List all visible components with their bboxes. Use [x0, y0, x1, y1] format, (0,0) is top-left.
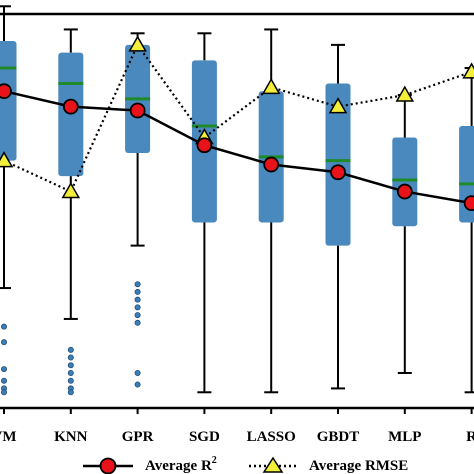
legend-rmse-marker	[262, 456, 284, 473]
outlier-point	[134, 288, 141, 295]
x-tick-label: KNN	[54, 429, 88, 445]
outlier-point	[67, 362, 74, 369]
x-tick-label: GBDT	[317, 429, 360, 445]
outlier-point	[134, 312, 141, 319]
outlier-point	[1, 339, 7, 346]
r2-point	[330, 164, 346, 181]
r2-point	[0, 83, 12, 100]
rmse-point	[128, 35, 147, 52]
legend-rmse-label: Average RMSE	[309, 458, 408, 474]
legend-r2-marker	[99, 457, 117, 474]
outlier-point	[67, 346, 74, 353]
x-tick-label: R	[466, 429, 474, 445]
outlier-point	[134, 369, 141, 376]
x-tick-label: LASSO	[247, 429, 296, 445]
outlier-point	[134, 296, 141, 303]
outlier-point	[1, 389, 7, 396]
rmse-point	[261, 77, 281, 95]
legend-r2-label: Average R2	[145, 455, 217, 474]
outlier-point	[1, 377, 7, 384]
outlier-point	[67, 369, 74, 376]
outlier-point	[67, 389, 74, 396]
outlier-point	[134, 319, 141, 326]
x-tick-label: SGD	[189, 429, 220, 445]
outlier-point	[67, 354, 74, 361]
rmse-point	[328, 97, 348, 114]
rmse-point	[0, 151, 14, 168]
r2-point	[263, 156, 280, 173]
r2-point	[62, 98, 79, 115]
rmse-point	[462, 62, 474, 79]
r2-series-line	[3, 89, 472, 205]
legend: Average R2 Average RMSE	[83, 455, 408, 474]
box	[0, 41, 17, 161]
r2-point	[129, 102, 146, 119]
outlier-point	[134, 304, 141, 311]
x-tick-label: GPR	[122, 429, 154, 445]
plot-area: VM KNN GPR SGD LASSO GBDT MLP R	[0, 5, 474, 445]
rmse-point	[395, 85, 415, 102]
rmse-series-line	[3, 42, 472, 194]
rmse-point	[61, 182, 81, 199]
outlier-point	[134, 381, 141, 388]
x-tick-label: MLP	[388, 429, 421, 445]
outlier-point	[67, 377, 74, 384]
x-tick-label: VM	[0, 429, 17, 445]
r2-point	[396, 183, 413, 200]
outlier-point	[134, 281, 141, 288]
outlier-point	[1, 366, 7, 373]
r2-point	[196, 137, 213, 154]
r2-point	[463, 195, 474, 212]
outlier-point	[1, 323, 7, 330]
box	[392, 137, 418, 227]
